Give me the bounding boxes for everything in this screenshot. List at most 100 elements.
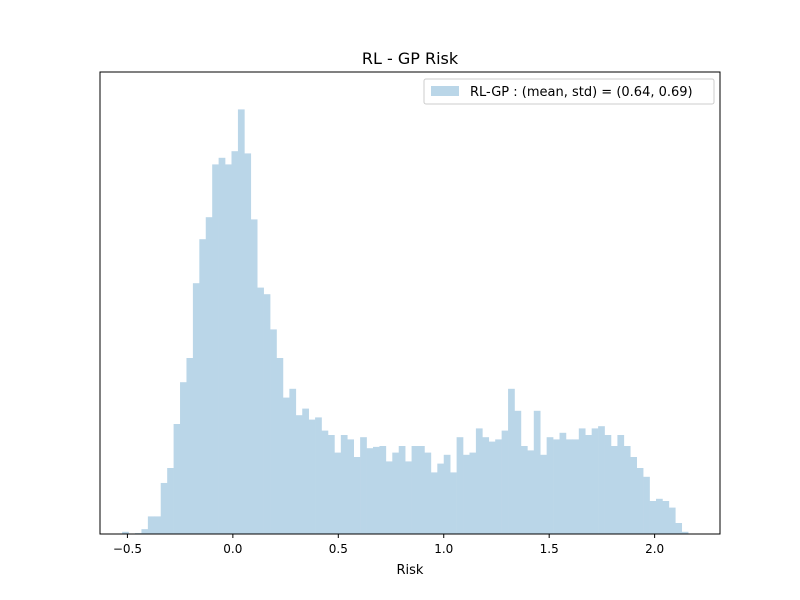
- legend: RL-GP : (mean, std) = (0.64, 0.69): [423, 78, 715, 105]
- histogram-bar: [546, 437, 554, 534]
- histogram-bar: [604, 435, 612, 534]
- histogram-bar: [443, 454, 451, 534]
- histogram-bar: [167, 468, 174, 534]
- histogram-bar: [668, 507, 676, 534]
- histogram-bar: [327, 435, 335, 534]
- histogram-bar: [154, 516, 162, 534]
- histogram-bar: [681, 531, 689, 534]
- histogram-bar: [398, 446, 406, 534]
- histogram-bar: [520, 446, 528, 534]
- histogram-bar: [334, 452, 342, 534]
- histogram-bar: [231, 151, 239, 534]
- histogram-bars: [122, 109, 689, 535]
- histogram-bar: [418, 446, 425, 534]
- histogram-bar: [456, 437, 464, 534]
- histogram-bar: [218, 157, 226, 535]
- histogram-bar: [212, 164, 219, 534]
- x-tick-label: −0.5: [113, 542, 142, 556]
- histogram-bar: [315, 417, 322, 534]
- histogram-bar: [675, 523, 683, 534]
- histogram-bar: [553, 439, 560, 534]
- histogram-bar: [392, 452, 400, 534]
- legend-box: [423, 78, 715, 105]
- histogram-bar: [495, 439, 502, 534]
- histogram-bar: [295, 415, 303, 534]
- histogram-bar: [514, 410, 522, 534]
- histogram-bar: [302, 408, 309, 534]
- histogram-bar: [199, 239, 207, 534]
- histogram-bar: [405, 461, 412, 534]
- histogram-bar: [469, 452, 477, 534]
- histogram-bar: [565, 439, 573, 534]
- histogram-bar: [482, 437, 490, 534]
- histogram-bar: [501, 430, 509, 534]
- histogram-bar: [649, 501, 657, 534]
- histogram-bar: [122, 531, 129, 534]
- histogram-bar: [643, 476, 650, 534]
- histogram-bar: [257, 287, 264, 534]
- x-tick-label: 0.0: [223, 542, 242, 556]
- histogram-bar: [250, 219, 258, 534]
- histogram-bar: [263, 294, 271, 534]
- histogram-bar: [372, 446, 380, 534]
- histogram-bar: [572, 439, 580, 534]
- histogram-bar: [662, 501, 670, 534]
- histogram-bar: [321, 430, 329, 534]
- x-axis-label: Risk: [397, 563, 424, 578]
- histogram-bar: [559, 432, 567, 534]
- histogram-bar: [508, 388, 515, 534]
- histogram-bar: [656, 498, 663, 534]
- histogram-bar: [385, 461, 393, 534]
- histogram-bar: [180, 382, 187, 534]
- histogram-bar: [411, 446, 419, 534]
- histogram-bar: [366, 448, 374, 534]
- histogram-bar: [540, 454, 547, 534]
- histogram-bar: [617, 435, 625, 534]
- histogram-bar: [237, 109, 245, 535]
- histogram-bar: [475, 428, 483, 534]
- histogram-bar: [340, 435, 348, 534]
- x-tick-label: 1.5: [540, 542, 559, 556]
- histogram-bar: [347, 439, 354, 534]
- histogram-bar: [353, 457, 361, 534]
- histogram-bar: [205, 217, 213, 534]
- histogram-bar: [147, 516, 155, 534]
- histogram-bar: [173, 424, 181, 534]
- histogram-bar: [463, 454, 470, 534]
- histogram-bar: [424, 452, 432, 534]
- histogram-bar: [192, 283, 200, 534]
- x-tick-label: 0.5: [329, 542, 348, 556]
- legend-label: RL-GP : (mean, std) = (0.64, 0.69): [470, 85, 693, 100]
- histogram-bar: [450, 472, 457, 534]
- histogram-bar: [630, 457, 637, 534]
- histogram-bar: [360, 437, 367, 534]
- histogram-bar: [308, 419, 316, 534]
- legend-swatch: [431, 86, 459, 96]
- histogram-bar: [186, 358, 194, 534]
- histogram-bar: [289, 388, 297, 534]
- histogram-bar: [578, 428, 586, 534]
- histogram-bar: [437, 463, 445, 534]
- histogram-bar: [636, 468, 644, 534]
- histogram-bar: [533, 410, 541, 534]
- histogram-bar: [141, 529, 149, 534]
- histogram-bar: [610, 446, 618, 534]
- histogram-bar: [488, 441, 496, 534]
- x-tick-label: 2.0: [645, 542, 664, 556]
- histogram-bar: [282, 397, 290, 534]
- histogram-bar: [585, 435, 592, 534]
- histogram-bar: [591, 428, 599, 534]
- histogram-bar: [276, 358, 284, 534]
- histogram-bar: [623, 446, 631, 534]
- histogram-bar: [598, 426, 605, 534]
- histogram-bar: [527, 450, 535, 534]
- histogram-bar: [379, 446, 387, 534]
- histogram-bar: [430, 472, 438, 534]
- histogram-bar: [160, 482, 168, 534]
- x-tick-label: 1.0: [434, 542, 453, 556]
- histogram-bar: [270, 329, 277, 534]
- histogram-bar: [244, 153, 252, 534]
- x-axis-ticks: −0.5 0.0 0.5 1.0 1.5 2.0: [113, 534, 664, 556]
- chart-title: RL - GP Risk: [362, 49, 459, 68]
